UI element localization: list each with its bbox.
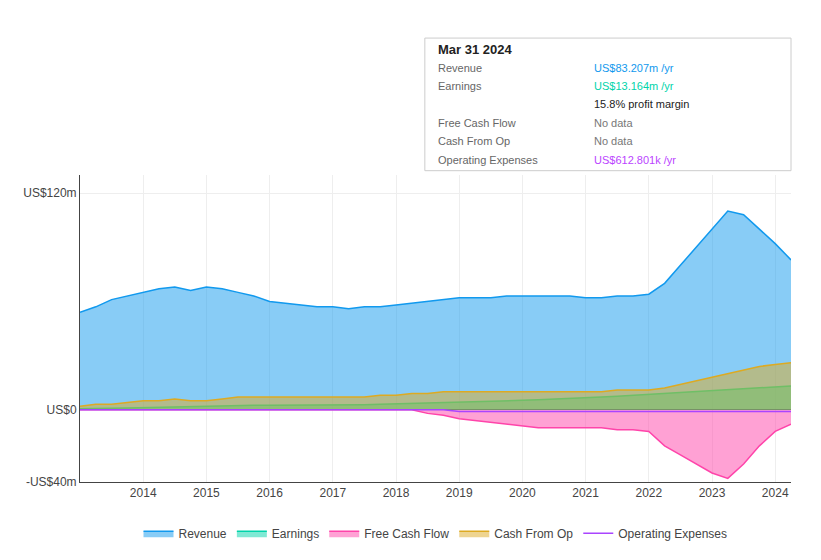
svg-text:2024: 2024 [762,486,789,500]
svg-text:Free Cash Flow: Free Cash Flow [438,117,516,129]
svg-text:Revenue: Revenue [179,527,227,541]
svg-text:Operating Expenses: Operating Expenses [438,154,538,166]
svg-text:No data: No data [594,117,633,129]
svg-text:2023: 2023 [699,486,726,500]
svg-text:2017: 2017 [319,486,346,500]
svg-text:2021: 2021 [572,486,599,500]
svg-text:US$120m: US$120m [23,186,76,200]
svg-text:US$83.207m /yr: US$83.207m /yr [594,62,674,74]
svg-text:No data: No data [594,135,633,147]
svg-text:Revenue: Revenue [438,62,482,74]
svg-text:US$0: US$0 [47,403,77,417]
svg-text:Earnings: Earnings [438,80,482,92]
svg-text:Mar 31 2024: Mar 31 2024 [438,42,512,57]
svg-text:2015: 2015 [193,486,220,500]
svg-text:2022: 2022 [635,486,662,500]
svg-text:2014: 2014 [130,486,157,500]
svg-text:2020: 2020 [509,486,536,500]
svg-text:2016: 2016 [256,486,283,500]
svg-text:2018: 2018 [383,486,410,500]
svg-text:US$612.801k /yr: US$612.801k /yr [594,154,676,166]
svg-text:-US$40m: -US$40m [26,475,77,489]
svg-text:Earnings: Earnings [272,527,319,541]
svg-text:US$13.164m /yr: US$13.164m /yr [594,80,674,92]
svg-text:2019: 2019 [446,486,473,500]
svg-text:Cash From Op: Cash From Op [438,135,510,147]
svg-text:Free Cash Flow: Free Cash Flow [364,527,449,541]
svg-text:Cash From Op: Cash From Op [494,527,573,541]
svg-text:15.8% profit margin: 15.8% profit margin [594,98,689,110]
svg-text:Operating Expenses: Operating Expenses [618,527,727,541]
